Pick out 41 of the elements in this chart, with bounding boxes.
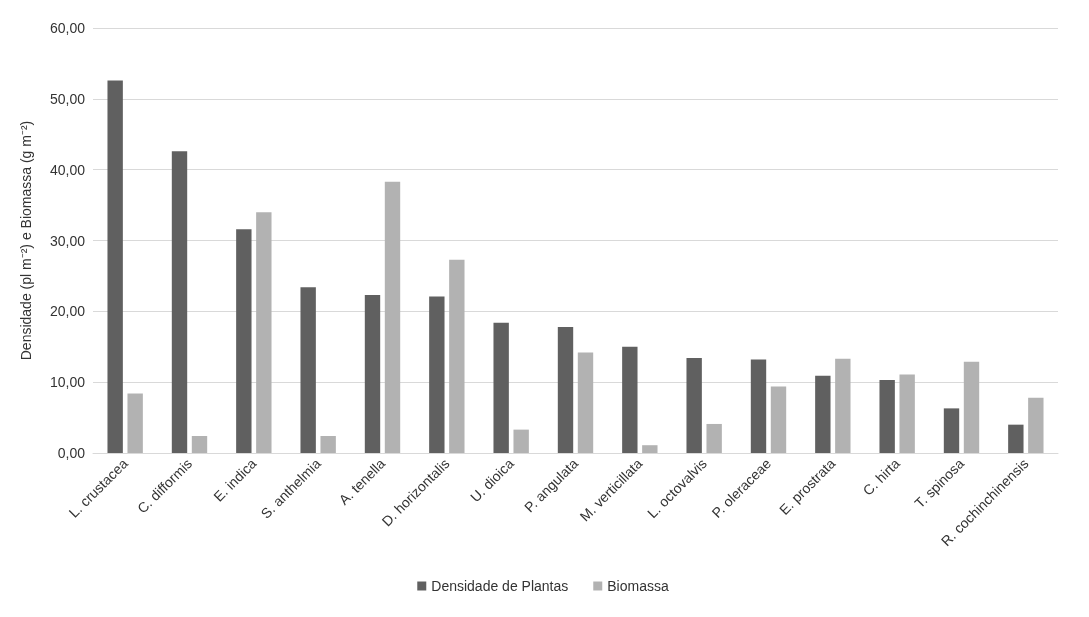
y-tick-label: 0,00 bbox=[57, 445, 86, 461]
bar bbox=[513, 429, 529, 453]
legend-label: Biomassa bbox=[607, 578, 669, 594]
bar bbox=[191, 436, 208, 453]
bar bbox=[127, 393, 143, 453]
y-tick-label: 10,00 bbox=[49, 374, 86, 391]
bar bbox=[384, 181, 401, 453]
y-tick-label: 40,00 bbox=[49, 161, 86, 178]
bar bbox=[835, 358, 851, 453]
bar bbox=[943, 408, 960, 453]
bar bbox=[300, 287, 316, 453]
legend-label: Densidade de Plantas bbox=[431, 578, 569, 594]
bar bbox=[577, 352, 594, 453]
bar bbox=[815, 375, 831, 453]
bar bbox=[963, 361, 980, 453]
bar bbox=[107, 80, 123, 453]
y-tick-label: 20,00 bbox=[49, 303, 86, 320]
bar bbox=[429, 296, 445, 453]
bar bbox=[320, 436, 336, 453]
bar bbox=[1028, 397, 1044, 453]
bar bbox=[706, 423, 722, 453]
bar bbox=[642, 445, 658, 453]
y-axis-title: Densidade (pl m⁻²) e Biomassa (g m⁻²) bbox=[18, 120, 34, 361]
bar bbox=[899, 374, 915, 453]
bar bbox=[879, 380, 895, 453]
bar bbox=[1008, 424, 1024, 453]
y-tick-label: 50,00 bbox=[49, 90, 86, 107]
bar bbox=[493, 322, 509, 453]
bar bbox=[686, 358, 702, 453]
bar bbox=[622, 346, 638, 453]
bar bbox=[256, 212, 272, 453]
bar bbox=[770, 386, 787, 453]
y-tick-label: 60,00 bbox=[49, 20, 86, 36]
bar bbox=[364, 295, 381, 453]
bar bbox=[171, 151, 188, 453]
y-tick-label: 30,00 bbox=[49, 232, 86, 249]
bar bbox=[557, 326, 574, 453]
bar bbox=[750, 359, 767, 453]
x-tick-label: C. hirta bbox=[859, 455, 903, 499]
bar bbox=[236, 229, 252, 453]
bar bbox=[449, 259, 465, 453]
